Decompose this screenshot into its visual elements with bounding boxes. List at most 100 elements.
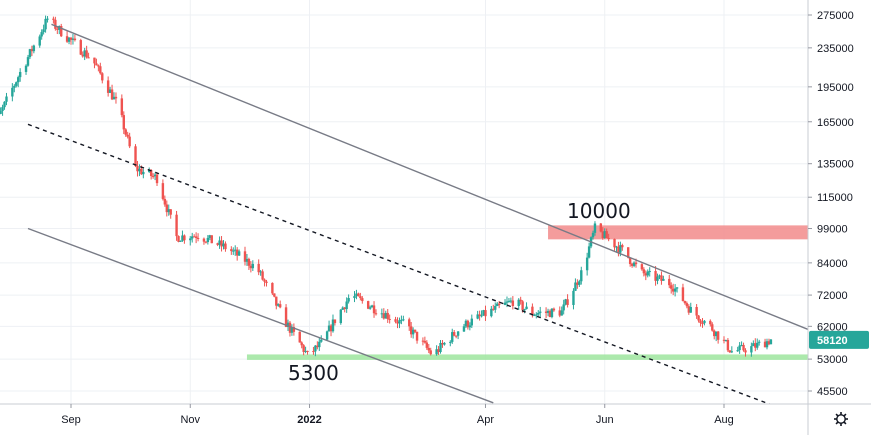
candle-body bbox=[580, 270, 583, 282]
candle-body bbox=[462, 326, 466, 332]
candle-body bbox=[181, 235, 184, 241]
candle-body bbox=[668, 278, 671, 286]
candle-body bbox=[73, 38, 77, 41]
candle-body bbox=[224, 243, 227, 250]
candle-body bbox=[327, 325, 331, 332]
candle-body bbox=[124, 129, 127, 135]
candle-body bbox=[511, 300, 515, 307]
gear-ring bbox=[836, 414, 846, 424]
candle-body bbox=[670, 285, 673, 289]
y-tick-label: 62000 bbox=[817, 321, 848, 333]
candle-body bbox=[312, 351, 315, 353]
candle-body bbox=[763, 341, 767, 348]
candle-body bbox=[42, 29, 45, 33]
channel-line-middle bbox=[27, 123, 793, 414]
candle-body bbox=[619, 245, 622, 253]
candle-body bbox=[261, 271, 264, 280]
candle-body bbox=[552, 308, 556, 311]
candle-body bbox=[585, 257, 589, 271]
candle-body bbox=[724, 339, 728, 341]
candle-body bbox=[576, 282, 579, 285]
candle-body bbox=[163, 198, 167, 205]
candle-body bbox=[359, 296, 362, 299]
candle-body bbox=[466, 320, 470, 328]
candle-body bbox=[298, 331, 301, 343]
candles bbox=[0, 15, 773, 357]
y-tick-label: 115000 bbox=[817, 192, 853, 204]
current-price-badge bbox=[809, 330, 869, 349]
candle-body bbox=[65, 36, 69, 42]
candle-body bbox=[411, 329, 415, 335]
candle-body bbox=[537, 312, 540, 315]
candle-body bbox=[52, 18, 55, 20]
candle-body bbox=[415, 331, 419, 341]
candle-body bbox=[99, 66, 102, 74]
candle-body bbox=[544, 311, 548, 313]
candle-body bbox=[421, 340, 425, 342]
candle-body bbox=[69, 37, 73, 40]
candle-body bbox=[11, 87, 14, 97]
candle-body bbox=[247, 258, 251, 266]
candle-body bbox=[142, 171, 145, 175]
candle-body bbox=[593, 223, 597, 233]
candle-body bbox=[316, 345, 319, 348]
candle-body bbox=[673, 288, 677, 292]
candle-body bbox=[85, 50, 88, 58]
x-tick-label: Aug bbox=[714, 414, 734, 426]
candle-body bbox=[95, 63, 98, 66]
candle-body bbox=[630, 264, 634, 266]
candle-body bbox=[754, 343, 757, 348]
candle-body bbox=[767, 341, 771, 345]
candle-body bbox=[409, 326, 413, 335]
candle-body bbox=[388, 318, 391, 320]
candle-body bbox=[699, 320, 702, 324]
candle-body bbox=[361, 298, 364, 302]
candle-body bbox=[56, 28, 59, 30]
candle-body bbox=[497, 303, 501, 305]
candle-body bbox=[370, 305, 374, 308]
candle-body bbox=[208, 235, 212, 238]
gear-icon[interactable] bbox=[834, 412, 848, 426]
candle-body bbox=[711, 324, 714, 331]
annotations: 10000 5300 bbox=[288, 199, 631, 385]
candle-body bbox=[644, 273, 647, 276]
candle-body bbox=[167, 209, 170, 213]
candle-body bbox=[192, 236, 196, 238]
candle-body bbox=[654, 271, 657, 281]
candle-body bbox=[232, 250, 235, 252]
candle-body bbox=[161, 183, 165, 199]
candle-body bbox=[122, 115, 125, 130]
annotation-5300: 5300 bbox=[288, 361, 339, 385]
candle-body bbox=[769, 339, 773, 345]
candle-body bbox=[210, 235, 213, 244]
y-tick-label: 135000 bbox=[817, 159, 854, 171]
candle-body bbox=[599, 223, 603, 232]
y-tick-label: 84000 bbox=[817, 258, 848, 270]
candle-body bbox=[15, 82, 18, 86]
annotation-10000: 10000 bbox=[567, 199, 631, 223]
y-tick-label: 53000 bbox=[817, 354, 848, 366]
candle-body bbox=[153, 174, 157, 177]
candle-body bbox=[40, 32, 43, 37]
candle-body bbox=[288, 322, 292, 333]
candle-body bbox=[454, 335, 458, 337]
candle-body bbox=[681, 287, 685, 302]
candle-body bbox=[662, 278, 665, 281]
candle-body bbox=[429, 350, 432, 355]
candle-body bbox=[353, 296, 356, 299]
candle-body bbox=[449, 341, 452, 343]
gear-tooth bbox=[835, 413, 839, 417]
candle-body bbox=[726, 339, 730, 351]
candle-body bbox=[79, 40, 82, 55]
candle-body bbox=[13, 85, 16, 88]
gear-tooth bbox=[835, 421, 839, 425]
candle-body bbox=[114, 96, 118, 99]
y-tick-label: 275000 bbox=[817, 10, 854, 22]
candle-body bbox=[400, 319, 403, 321]
candle-body bbox=[343, 307, 346, 310]
candle-body bbox=[615, 246, 618, 248]
candle-body bbox=[355, 293, 358, 297]
x-tick-label: Apr bbox=[477, 414, 494, 426]
